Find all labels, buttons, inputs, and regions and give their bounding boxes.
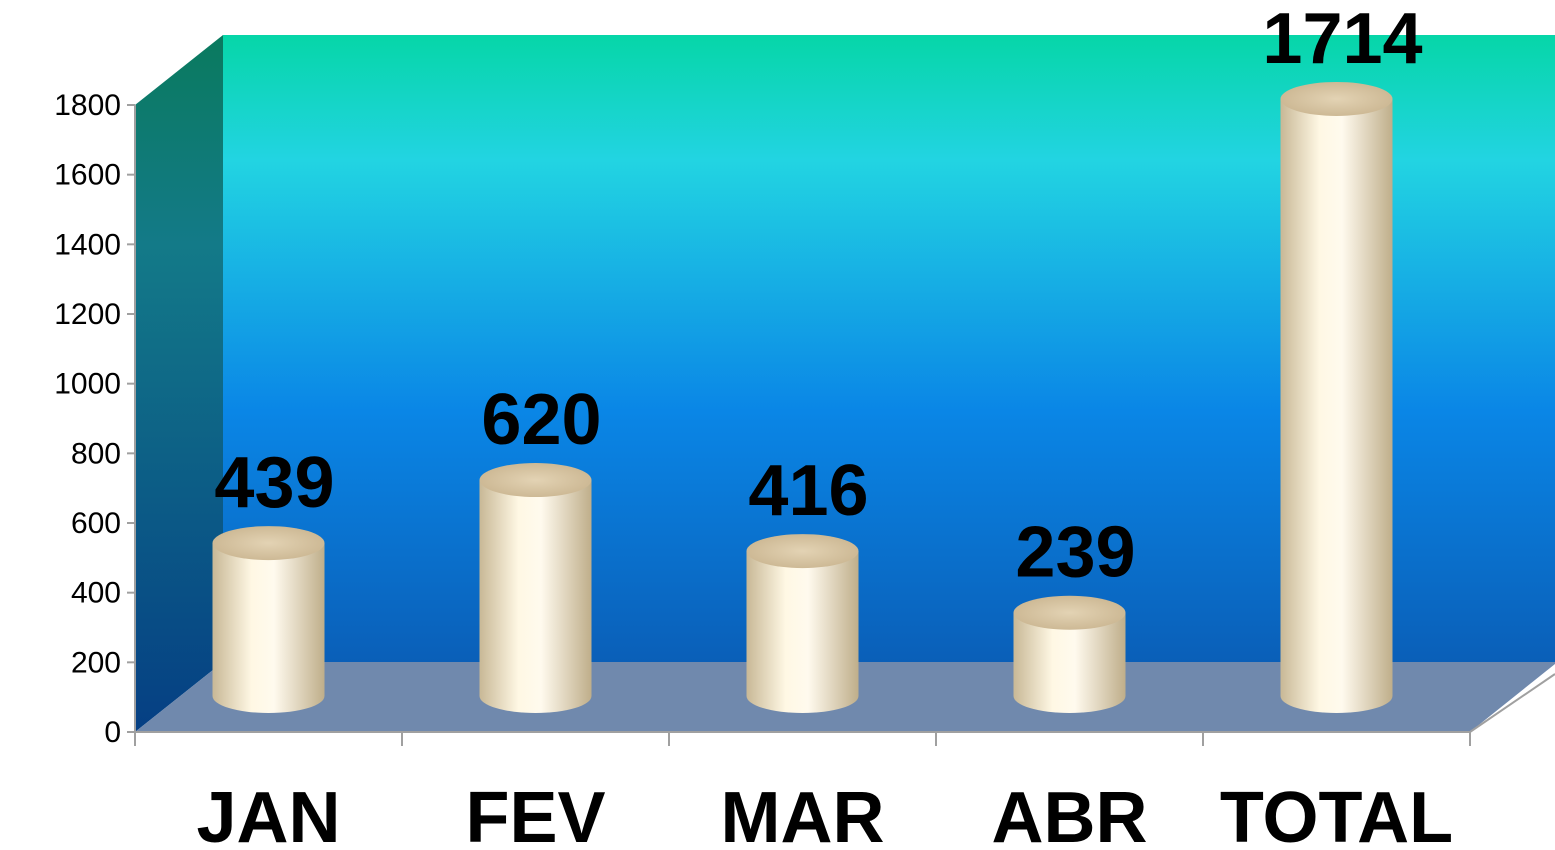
y-axis-ticks: 0 200 400 600 800 1000 1200 1400 1600 1800	[54, 89, 135, 749]
y-tick-label: 0	[104, 716, 121, 749]
chart-side-wall	[135, 35, 223, 732]
x-category-label: JAN	[196, 778, 340, 850]
bar-total	[1280, 81, 1393, 713]
bar-cylinder-body	[479, 480, 592, 713]
bar-cylinder-top	[1280, 81, 1393, 116]
floor-front-edge	[1469, 673, 1555, 733]
data-label: 439	[214, 443, 334, 523]
x-category-label: MAR	[721, 778, 885, 850]
x-category-label: ABR	[992, 778, 1148, 850]
x-category-label: FEV	[465, 778, 605, 850]
data-label: 620	[481, 380, 601, 460]
category-labels-group: JAN FEV MAR ABR TOTAL	[196, 778, 1453, 850]
bar-jan	[212, 526, 325, 713]
data-label: 416	[748, 451, 868, 531]
bar-cylinder-body	[746, 551, 859, 713]
data-label: 239	[1015, 513, 1135, 593]
bar-cylinder-body	[212, 543, 325, 713]
y-tick-label: 200	[71, 646, 121, 679]
bar-cylinder-top	[746, 534, 859, 569]
bar-cylinder-top	[1013, 595, 1126, 630]
y-tick-label: 1400	[54, 228, 121, 261]
floor-right-edge	[1469, 673, 1555, 733]
bar-fev	[479, 463, 592, 713]
y-tick-label: 600	[71, 507, 121, 540]
y-tick-label: 1000	[54, 368, 121, 401]
bar-cylinder-body	[1280, 98, 1393, 713]
data-labels-group: 439 620 416 239 1714	[214, 0, 1422, 593]
y-tick-label: 1600	[54, 159, 121, 192]
bar-cylinder-body	[1013, 612, 1126, 713]
y-tick-label: 400	[71, 577, 121, 610]
y-tick-label: 800	[71, 437, 121, 470]
x-category-label: TOTAL	[1220, 778, 1453, 850]
x-axis-ticks	[134, 732, 1471, 746]
bars-group	[212, 81, 1393, 713]
bar-cylinder-top	[479, 463, 592, 498]
data-label: 1714	[1262, 0, 1422, 79]
y-tick-label: 1200	[54, 298, 121, 331]
bar-cylinder-top	[212, 526, 325, 561]
bar-mar	[746, 534, 859, 713]
bar-abr	[1013, 595, 1126, 713]
y-tick-label: 1800	[54, 89, 121, 122]
